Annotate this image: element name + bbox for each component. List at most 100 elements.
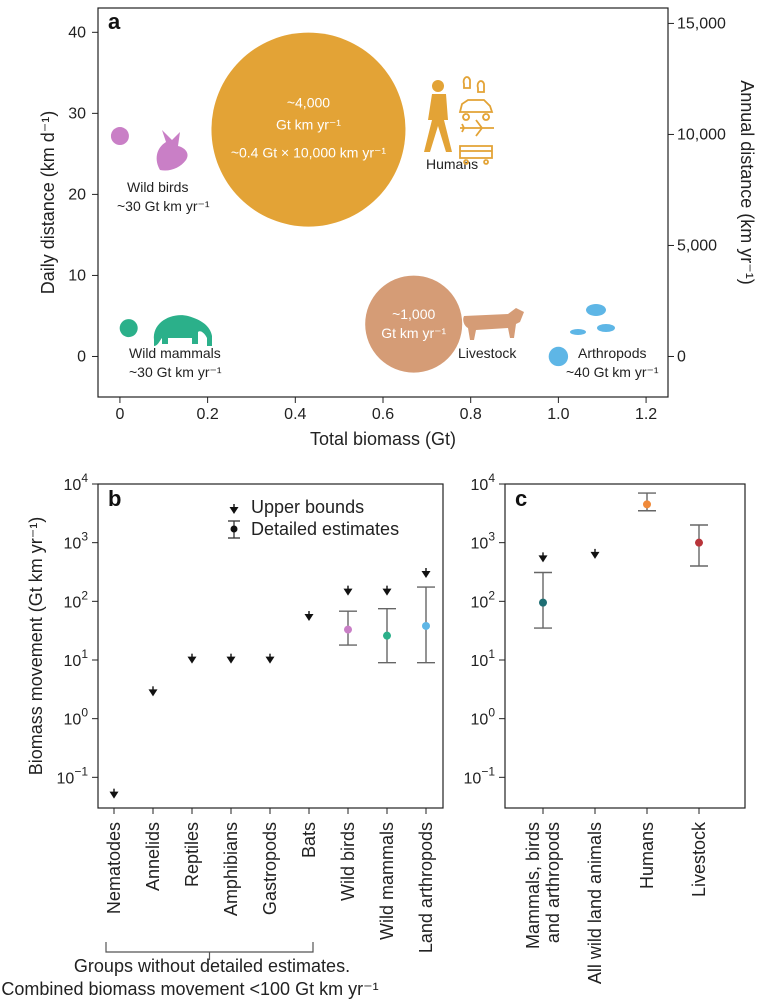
- y-axis-title: Daily distance (km d⁻¹): [38, 111, 58, 295]
- group-bracket: [105, 942, 314, 953]
- upper-bound-marker-head: [109, 791, 119, 799]
- bubble-wild-birds: [110, 127, 129, 146]
- upper-bound-marker: [148, 686, 158, 697]
- legend-upper-label: Upper bounds: [251, 497, 364, 517]
- x-tick-label: 1.2: [635, 406, 657, 423]
- panel-a: a 0 0.2 0.4 0.6 0.8 1.0 1.2 0 10 20 30 40 0 5,000 10,00…: [38, 7, 757, 449]
- estimate-dot: [344, 625, 352, 634]
- wild-mammals-value: ~30 Gt km yr⁻¹: [129, 364, 222, 380]
- legend-detailed-label: Detailed estimates: [251, 519, 399, 539]
- human-icon-head: [432, 80, 444, 92]
- upper-bound-marker: [538, 552, 548, 563]
- upper-bound-marker-head: [538, 555, 548, 563]
- upper-bound-marker-head: [148, 689, 158, 697]
- y2-tick-label: 0: [677, 348, 686, 365]
- category-label: Nematodes: [104, 822, 124, 914]
- arthropods-value: ~40 Gt km yr⁻¹: [566, 364, 659, 380]
- upper-bound-marker-head: [304, 614, 314, 622]
- footprints-icon: [462, 76, 485, 93]
- wild-birds-label: Wild birds: [127, 179, 188, 195]
- y-tick-label: 102: [64, 588, 89, 611]
- bracket-text-2: Combined biomass movement <100 Gt km yr⁻…: [1, 979, 378, 999]
- y-tick-label: 30: [68, 105, 86, 122]
- category-label: and arthropods: [543, 822, 563, 943]
- humans-value: ~4,000: [287, 95, 330, 111]
- bird-icon: [156, 130, 188, 171]
- upper-bound-marker: [421, 567, 431, 578]
- y2-tick-label: 5,000: [677, 237, 717, 254]
- estimate-dot: [539, 598, 547, 607]
- y-tick-label: 10−1: [464, 764, 496, 787]
- plane-icon: [460, 119, 494, 137]
- category-label: Reptiles: [182, 822, 202, 887]
- x-tick-label: 0: [115, 406, 124, 423]
- y2-axis-title: Annual distance (km yr⁻¹): [737, 80, 757, 285]
- insects-icon: [570, 304, 615, 335]
- y-tick-label: 101: [64, 647, 89, 670]
- bubble-arthropods: [548, 346, 569, 367]
- butterfly-icon: [586, 304, 606, 316]
- y-tick-label: 103: [471, 530, 496, 553]
- elephant-icon-shape: [153, 315, 212, 346]
- y-tick-label: 101: [471, 647, 496, 670]
- wild-mammals-label: Wild mammals: [129, 345, 221, 361]
- wild-birds-value: ~30 Gt km yr⁻¹: [117, 198, 210, 214]
- upper-bound-marker: [343, 585, 353, 596]
- y2-tick-label: 10,000: [677, 126, 726, 143]
- legend-upper-bound-marker: [229, 504, 239, 514]
- cow-icon-shape: [463, 308, 524, 340]
- beetle-icon: [597, 324, 615, 332]
- upper-bound-marker-head: [343, 588, 353, 596]
- y-tick-label: 20: [68, 186, 86, 203]
- category-label: Amphibians: [221, 822, 241, 916]
- elephant-icon: [153, 315, 212, 346]
- upper-bound-marker-head: [265, 656, 275, 664]
- upper-bound-marker-head: [421, 570, 431, 578]
- bird-icon-shape: [156, 130, 188, 171]
- y-tick-label: 0: [77, 348, 86, 365]
- humans-unit: Gt km yr⁻¹: [276, 117, 341, 133]
- y-axis-title: Biomass movement (Gt km yr⁻¹): [26, 517, 46, 776]
- x-tick-label: 0.6: [372, 406, 394, 423]
- upper-bound-marker: [304, 611, 314, 622]
- y-tick-label: 102: [471, 588, 496, 611]
- x-tick-label: 0.4: [284, 406, 306, 423]
- upper-bound-marker-head: [226, 656, 236, 664]
- category-label: Wild birds: [338, 822, 358, 901]
- panel-b: b 10−1 100 101 102 103 104 Biomass movement (Gt…: [1, 471, 444, 999]
- category-label: Humans: [637, 822, 657, 889]
- upper-bound-marker: [590, 548, 600, 559]
- category-label: Mammals, birds: [523, 822, 543, 949]
- upper-bound-marker: [109, 788, 119, 799]
- y-tick-label: 10: [68, 267, 86, 284]
- human-icon-body: [424, 94, 452, 152]
- category-label: All wild land animals: [585, 822, 605, 984]
- transport-icons: [458, 76, 494, 165]
- category-label: Bats: [299, 822, 319, 858]
- upper-bound-marker-head: [382, 588, 392, 596]
- livestock-value: ~1,000: [392, 306, 435, 322]
- humans-detail: ~0.4 Gt × 10,000 km yr⁻¹: [231, 145, 387, 161]
- y2-tick-label: 15,000: [677, 15, 726, 32]
- y-tick-label: 103: [64, 530, 89, 553]
- bracket-text-1: Groups without detailed estimates.: [74, 956, 350, 976]
- plot-frame: [504, 483, 746, 809]
- y-tick-label: 10−1: [57, 764, 89, 787]
- x-tick-label: 0.2: [196, 406, 218, 423]
- bubble-humans: [211, 32, 406, 227]
- y-tick-label: 104: [471, 471, 496, 494]
- cow-icon: [463, 308, 524, 340]
- category-label: Wild mammals: [377, 822, 397, 940]
- livestock-unit: Gt km yr⁻¹: [381, 325, 446, 341]
- y-tick-label: 40: [68, 24, 86, 41]
- upper-bound-marker: [226, 653, 236, 664]
- bubble-livestock: [365, 275, 463, 373]
- panel-label-a: a: [108, 9, 121, 34]
- category-label: Annelids: [143, 822, 163, 891]
- panel-label-b: b: [108, 486, 121, 511]
- x-tick-label: 0.8: [460, 406, 482, 423]
- legend-upper-bound-marker-head: [229, 507, 239, 514]
- x-axis-title: Total biomass (Gt): [310, 429, 456, 449]
- ant-icon: [570, 329, 586, 335]
